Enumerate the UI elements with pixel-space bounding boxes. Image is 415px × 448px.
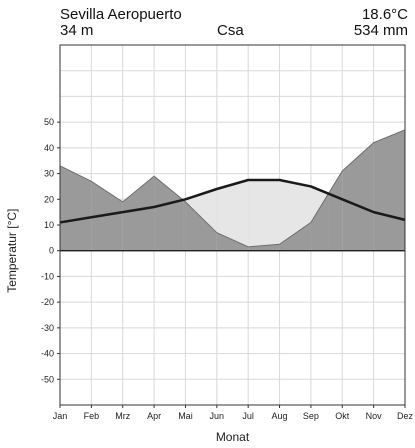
base-area xyxy=(122,207,155,251)
station-name: Sevilla Aeropuerto xyxy=(60,6,182,23)
station-elevation: 34 m xyxy=(60,22,94,39)
x-tick-label: Jan xyxy=(53,411,68,421)
mean-temperature: 18.6°C xyxy=(361,6,408,23)
base-area xyxy=(279,222,311,251)
arid-area xyxy=(185,189,217,233)
chart-lines xyxy=(59,129,406,252)
y-tick-label: 10 xyxy=(44,220,54,230)
climate-classification: Csa xyxy=(217,22,244,39)
y-axis-label: Temperatur [°C] xyxy=(5,209,19,293)
x-tick-label: Jul xyxy=(242,411,254,421)
base-area xyxy=(154,199,184,251)
temperature-line xyxy=(59,178,406,224)
x-tick-label: Jun xyxy=(210,411,225,421)
humid-area xyxy=(91,181,123,218)
base-area xyxy=(185,201,217,251)
y-tick-label: -30 xyxy=(41,323,54,333)
x-tick-label: Nov xyxy=(366,411,383,421)
x-tick-label: Mrz xyxy=(115,411,130,421)
chart-areas xyxy=(60,129,405,251)
base-area xyxy=(248,244,280,251)
arid-area xyxy=(248,180,280,247)
humid-area xyxy=(373,129,405,220)
y-tick-label: -20 xyxy=(41,297,54,307)
x-tick-label: Feb xyxy=(84,411,100,421)
x-tick-label: Okt xyxy=(335,411,350,421)
humid-area xyxy=(60,165,92,223)
base-area xyxy=(342,199,374,251)
y-axis: -50 -40 -30 -20 -10 0 10 20 30 40 50 xyxy=(41,117,60,384)
humid-area xyxy=(342,142,374,213)
y-tick-label: 30 xyxy=(44,169,54,179)
humid-area xyxy=(328,171,343,200)
annual-precipitation: 534 mm xyxy=(353,22,408,39)
arid-area xyxy=(310,186,329,223)
y-tick-label: 20 xyxy=(44,194,54,204)
base-area xyxy=(216,232,249,251)
x-tick-label: Dez xyxy=(397,411,414,421)
base-area xyxy=(373,212,405,251)
precipitation-line xyxy=(59,129,406,248)
humid-area xyxy=(122,176,155,213)
base-area xyxy=(328,193,343,251)
x-axis: Jan Feb Mrz Apr Mai Jun Jul Aug Sep Okt Nov Dez xyxy=(53,405,414,421)
x-tick-label: Sep xyxy=(303,411,319,421)
arid-area xyxy=(216,180,249,247)
base-area xyxy=(91,212,123,251)
x-tick-label: Mai xyxy=(178,411,193,421)
y-tick-label: 50 xyxy=(44,117,54,127)
y-tick-label: -50 xyxy=(41,374,54,384)
humid-area xyxy=(154,176,184,207)
x-tick-label: Aug xyxy=(272,411,288,421)
y-tick-label: -40 xyxy=(41,349,54,359)
x-tick-label: Apr xyxy=(147,411,161,421)
y-tick-label: 40 xyxy=(44,143,54,153)
y-tick-label: 0 xyxy=(49,246,54,256)
base-area xyxy=(310,193,329,251)
x-axis-label: Monat xyxy=(216,430,250,444)
y-tick-label: -10 xyxy=(41,271,54,281)
arid-area xyxy=(279,180,311,245)
base-area xyxy=(183,199,186,251)
base-area xyxy=(60,217,92,251)
